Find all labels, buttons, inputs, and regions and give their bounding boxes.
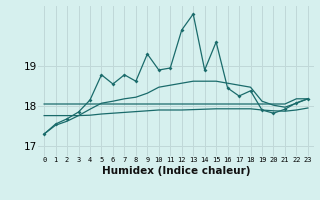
X-axis label: Humidex (Indice chaleur): Humidex (Indice chaleur) — [102, 166, 250, 176]
